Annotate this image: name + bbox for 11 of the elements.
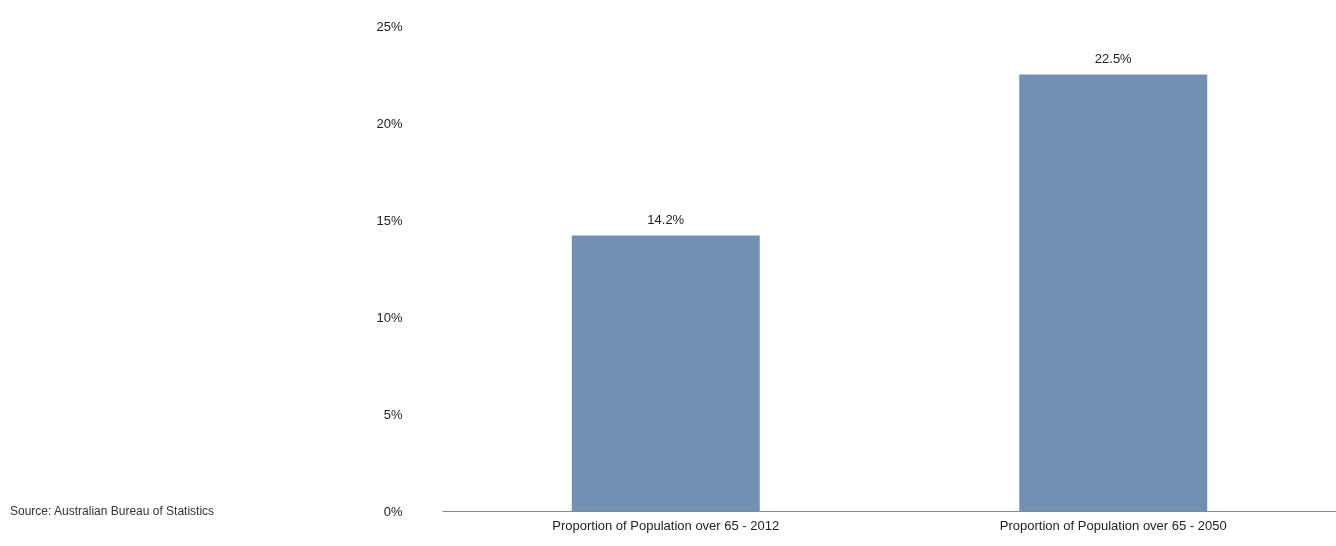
y-tick-label: 10%: [376, 309, 403, 325]
data-label: 14.2%: [647, 211, 685, 227]
data-label: 22.5%: [1094, 50, 1133, 66]
y-tick-label: 25%: [376, 18, 403, 34]
x-tick-label: Proportion of Population over 65 - 2050: [999, 517, 1227, 533]
y-tick-label: 15%: [376, 212, 403, 228]
source-note: Source: Australian Bureau of Statistics: [10, 504, 216, 519]
y-tick-label: 0%: [383, 503, 403, 519]
y-tick-label: 5%: [383, 406, 403, 422]
y-tick-label: 20%: [376, 115, 403, 131]
x-tick-label: Proportion of Population over 65 - 2012: [552, 517, 780, 533]
